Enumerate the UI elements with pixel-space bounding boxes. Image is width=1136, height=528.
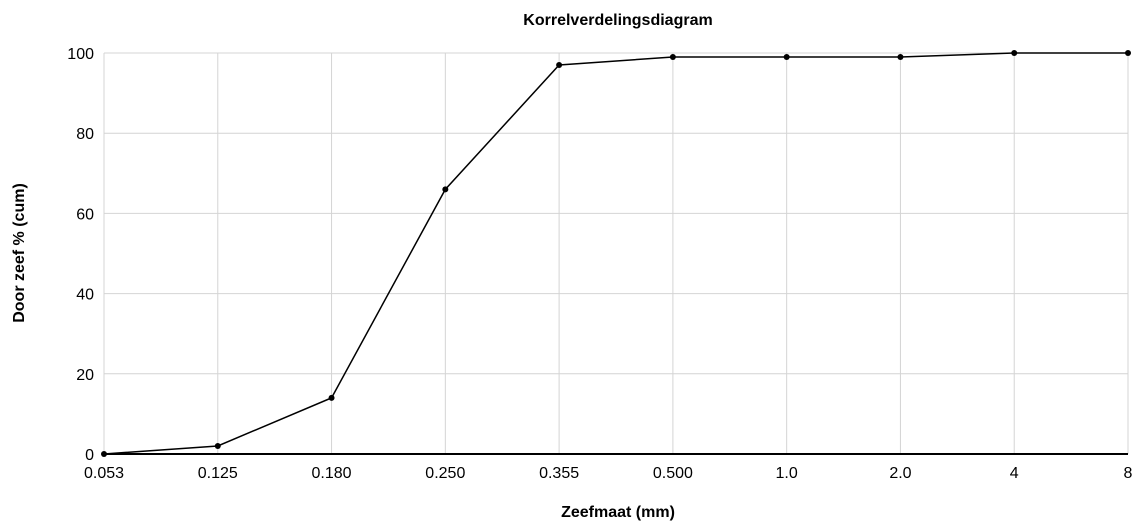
x-tick-label: 2.0 [889,465,911,482]
data-point [214,442,221,449]
x-tick-label: 1.0 [776,465,798,482]
data-point [328,394,335,401]
data-point [442,186,449,193]
x-tick-label: 0.125 [198,465,238,482]
data-point [1011,50,1018,56]
x-tick-label: 0.053 [84,465,124,482]
x-axis-title: Zeefmaat (mm) [561,504,675,521]
x-tick-label: 0.500 [653,465,693,482]
y-axis-title: Door zeef % (cum) [11,183,28,323]
data-point [1125,50,1131,56]
x-tick-label: 0.355 [539,465,579,482]
series [101,50,1131,457]
data-point [101,451,107,457]
x-tick-label: 4 [1010,465,1019,482]
chart-title: Korrelverdelingsdiagram [523,12,712,29]
y-tick-label: 40 [76,287,94,304]
y-tick-label: 60 [76,206,94,223]
y-tick-label: 80 [76,126,94,143]
x-tick-label: 0.250 [425,465,465,482]
x-tick-label: 8 [1124,465,1133,482]
y-tick-label: 0 [85,447,94,464]
series-line [103,52,1128,455]
data-point [556,62,563,69]
grid [103,52,1129,454]
y-tick-label: 20 [76,367,94,384]
x-tick-label: 0.180 [312,465,352,482]
y-tick-label: 100 [67,46,94,63]
labels: 0 20 40 60 80 100 0.053 0.125 0.180 0.250 0.355 0.5… [67,46,1132,482]
data-point [897,54,904,61]
data-point [783,54,790,61]
data-point [669,54,676,61]
